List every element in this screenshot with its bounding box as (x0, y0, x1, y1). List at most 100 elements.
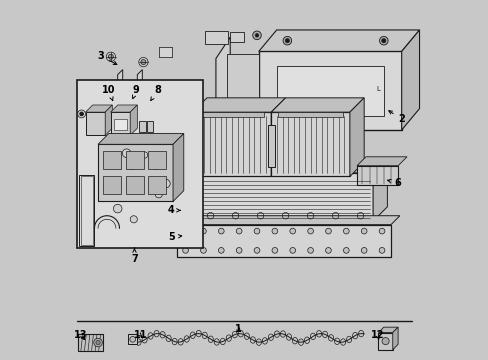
Polygon shape (392, 327, 397, 350)
Bar (114, 119, 126, 130)
Circle shape (185, 198, 192, 205)
Circle shape (255, 33, 258, 37)
Circle shape (218, 228, 224, 234)
Polygon shape (175, 158, 386, 173)
Polygon shape (258, 30, 419, 51)
Text: 4: 4 (167, 205, 180, 215)
Circle shape (141, 60, 145, 64)
Circle shape (343, 248, 348, 253)
Circle shape (128, 162, 135, 169)
Circle shape (361, 248, 366, 253)
Bar (200, 112, 264, 117)
Bar (77, 14, 411, 321)
Polygon shape (130, 105, 137, 135)
Polygon shape (118, 102, 147, 107)
Text: 9: 9 (132, 85, 140, 99)
Circle shape (108, 54, 113, 59)
Circle shape (200, 228, 206, 234)
Bar (258, 51, 401, 130)
Circle shape (80, 112, 83, 116)
Text: 11: 11 (133, 330, 146, 340)
Circle shape (381, 338, 388, 345)
Bar (175, 173, 372, 221)
Circle shape (307, 228, 313, 234)
Bar (85, 112, 105, 135)
Circle shape (130, 337, 135, 342)
Circle shape (183, 228, 188, 234)
Circle shape (378, 228, 384, 234)
Circle shape (381, 39, 385, 43)
Bar (147, 121, 153, 132)
Circle shape (78, 110, 85, 118)
Polygon shape (98, 134, 183, 144)
Bar (148, 176, 166, 194)
Polygon shape (192, 98, 285, 112)
Polygon shape (85, 105, 112, 112)
Circle shape (254, 228, 259, 234)
Polygon shape (110, 105, 137, 112)
Polygon shape (372, 158, 386, 221)
Circle shape (283, 36, 291, 45)
Bar (192, 112, 271, 176)
Text: 12: 12 (370, 330, 384, 340)
Circle shape (106, 52, 115, 62)
Bar (176, 225, 390, 257)
Circle shape (307, 248, 313, 253)
Circle shape (289, 248, 295, 253)
Circle shape (289, 228, 295, 234)
Circle shape (113, 204, 122, 213)
Circle shape (378, 248, 384, 253)
Polygon shape (105, 105, 112, 135)
Bar (110, 112, 130, 135)
Circle shape (139, 58, 148, 67)
Circle shape (285, 39, 289, 43)
Bar (128, 334, 137, 344)
Circle shape (183, 248, 188, 253)
Circle shape (343, 228, 348, 234)
Text: 1: 1 (235, 324, 241, 334)
Circle shape (130, 216, 137, 223)
Text: 3: 3 (97, 51, 117, 64)
Circle shape (94, 338, 102, 347)
Circle shape (252, 31, 261, 40)
Bar (226, 54, 258, 102)
Bar (125, 152, 143, 169)
Polygon shape (271, 98, 364, 112)
Circle shape (122, 149, 131, 157)
Bar (205, 31, 228, 44)
Bar (103, 152, 121, 169)
Text: 13: 13 (74, 330, 87, 340)
Text: 2: 2 (388, 111, 404, 124)
Circle shape (325, 248, 331, 253)
Bar (125, 176, 143, 194)
Bar (103, 176, 121, 194)
Bar (77, 80, 203, 248)
Circle shape (236, 228, 242, 234)
Circle shape (271, 248, 277, 253)
Bar (148, 152, 166, 169)
Text: 7: 7 (131, 248, 138, 264)
Bar (267, 125, 274, 167)
Bar (378, 333, 392, 350)
Circle shape (96, 341, 100, 345)
Bar (278, 112, 342, 117)
Circle shape (218, 248, 224, 253)
Circle shape (141, 152, 147, 158)
Polygon shape (356, 157, 406, 166)
Circle shape (200, 248, 206, 253)
Circle shape (254, 248, 259, 253)
Polygon shape (271, 98, 285, 176)
Polygon shape (216, 37, 230, 123)
Circle shape (155, 191, 162, 198)
Bar (98, 144, 173, 202)
Circle shape (325, 228, 331, 234)
Text: 8: 8 (150, 85, 161, 100)
Bar (78, 334, 103, 351)
Circle shape (162, 179, 170, 188)
Bar (230, 32, 244, 42)
Bar (356, 166, 397, 185)
Circle shape (361, 228, 366, 234)
Polygon shape (137, 69, 142, 107)
Polygon shape (401, 30, 419, 130)
Polygon shape (173, 134, 183, 202)
